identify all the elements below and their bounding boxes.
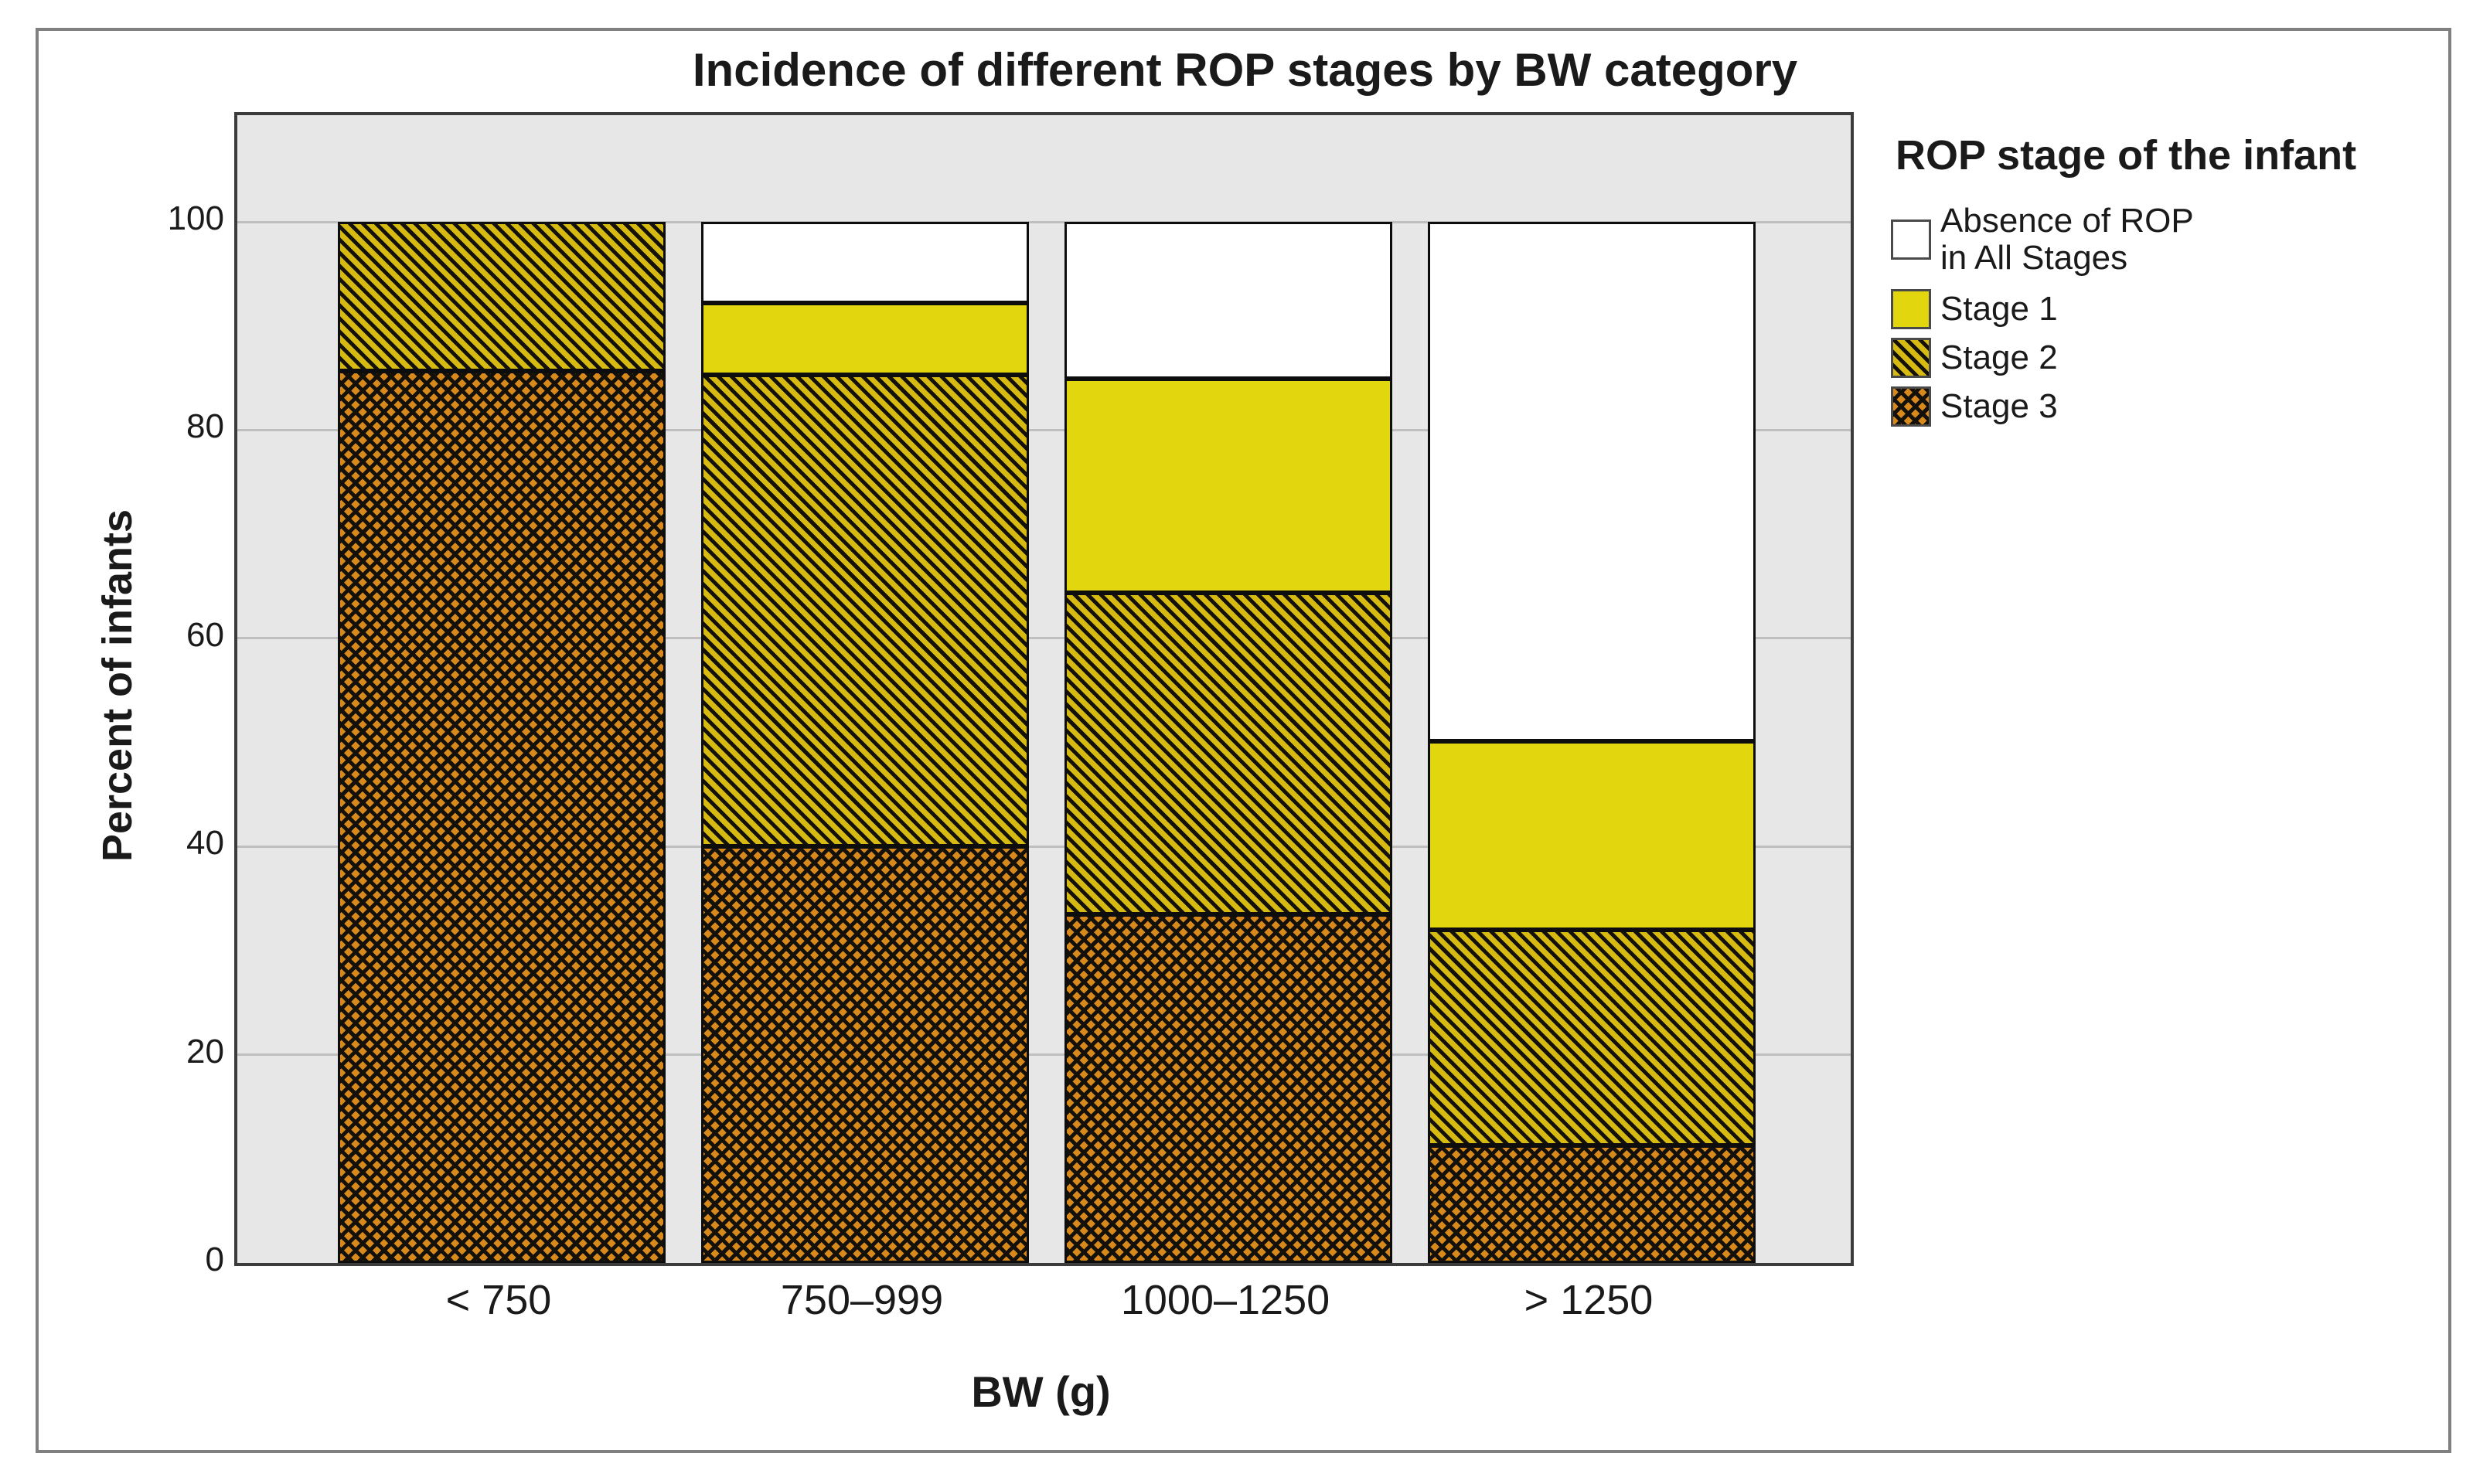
x-tick-label-< 750: < 750	[445, 1277, 552, 1323]
bar-segment-stage-2	[1428, 929, 1756, 1145]
y-axis-title: Percent of infants	[94, 509, 141, 863]
legend-title: ROP stage of the infant	[1896, 132, 2357, 179]
x-tick-label-> 1250: > 1250	[1524, 1277, 1654, 1323]
bar-segment-stage-3	[701, 846, 1029, 1263]
bar-segment-stage-3	[338, 370, 666, 1263]
legend-swatch-stage2	[1891, 338, 1931, 378]
plot-inner	[237, 115, 1851, 1263]
bar-< 750	[338, 222, 666, 1263]
bar-segment-stage-1	[701, 303, 1029, 376]
bar-> 1250	[1428, 222, 1756, 1263]
chart-title: Incidence of different ROP stages by BW …	[692, 44, 1798, 96]
bar-segment-absence-of-rop-in-all-stages	[701, 222, 1029, 304]
bar-750–999	[701, 222, 1029, 1263]
legend-item-absence: Absence of ROP in All Stages	[1891, 203, 2194, 277]
bar-segment-stage-3	[1428, 1145, 1756, 1263]
x-tick-label-1000–1250: 1000–1250	[1120, 1277, 1330, 1323]
bar-segment-stage-2	[1064, 592, 1392, 914]
y-tick-label-0: 0	[205, 1241, 224, 1278]
gridline-80	[237, 428, 1851, 431]
x-tick-label-750–999: 750–999	[780, 1277, 944, 1323]
legend-label-stage2: Stage 2	[1940, 339, 2058, 376]
legend-item-stage2: Stage 2	[1891, 338, 2058, 378]
legend-swatch-absence	[1891, 220, 1931, 260]
plot-area	[234, 112, 1854, 1266]
bar-segment-stage-1	[1428, 741, 1756, 930]
y-tick-label-60: 60	[186, 615, 224, 654]
legend-item-stage1: Stage 1	[1891, 289, 2058, 329]
bar-segment-stage-3	[1064, 914, 1392, 1263]
gridline-20	[237, 1053, 1851, 1057]
bar-segment-stage-2	[338, 222, 666, 371]
y-tick-label-100: 100	[167, 199, 224, 237]
bar-segment-stage-2	[701, 375, 1029, 847]
bar-1000–1250	[1064, 222, 1392, 1263]
bar-segment-absence-of-rop-in-all-stages	[1428, 222, 1756, 742]
legend-label-absence: Absence of ROP in All Stages	[1940, 202, 2194, 277]
y-tick-label-20: 20	[186, 1032, 224, 1070]
gridline-60	[237, 637, 1851, 640]
gridline-40	[237, 845, 1851, 848]
bar-segment-absence-of-rop-in-all-stages	[1064, 222, 1392, 380]
y-tick-label-40: 40	[186, 824, 224, 863]
legend-swatch-stage1	[1891, 289, 1931, 329]
legend-swatch-stage3	[1891, 386, 1931, 427]
legend-item-stage3: Stage 3	[1891, 386, 2058, 427]
bar-segment-stage-1	[1064, 379, 1392, 593]
y-tick-label-80: 80	[186, 407, 224, 446]
figure-border	[36, 28, 2451, 1453]
legend-label-stage3: Stage 3	[1940, 387, 2058, 425]
x-axis-title: BW (g)	[971, 1367, 1111, 1416]
legend-label-stage1: Stage 1	[1940, 290, 2058, 328]
gridline-100	[237, 220, 1851, 223]
